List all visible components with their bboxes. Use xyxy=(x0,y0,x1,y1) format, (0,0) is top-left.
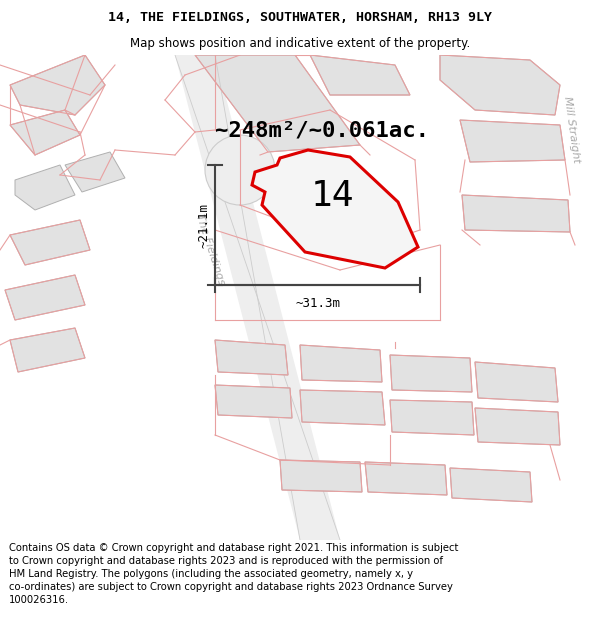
Polygon shape xyxy=(475,362,558,402)
Text: ~21.1m: ~21.1m xyxy=(197,202,210,248)
Text: ~248m²/~0.061ac.: ~248m²/~0.061ac. xyxy=(215,120,429,140)
Polygon shape xyxy=(365,462,447,495)
Circle shape xyxy=(205,135,275,205)
Polygon shape xyxy=(10,220,90,265)
Text: 14, THE FIELDINGS, SOUTHWATER, HORSHAM, RH13 9LY: 14, THE FIELDINGS, SOUTHWATER, HORSHAM, … xyxy=(108,11,492,24)
Polygon shape xyxy=(215,340,288,375)
Polygon shape xyxy=(300,345,382,382)
Polygon shape xyxy=(15,165,75,210)
Polygon shape xyxy=(390,355,472,392)
Polygon shape xyxy=(450,468,532,502)
Text: The Fieldings: The Fieldings xyxy=(194,213,226,287)
Text: 14: 14 xyxy=(311,179,355,213)
Polygon shape xyxy=(10,110,80,155)
Polygon shape xyxy=(300,390,385,425)
Polygon shape xyxy=(460,120,565,162)
Polygon shape xyxy=(195,55,360,152)
Polygon shape xyxy=(475,408,560,445)
Polygon shape xyxy=(5,275,85,320)
Polygon shape xyxy=(440,55,560,115)
Polygon shape xyxy=(10,55,105,115)
Polygon shape xyxy=(252,150,418,268)
Polygon shape xyxy=(280,460,362,492)
Polygon shape xyxy=(65,152,125,192)
Polygon shape xyxy=(310,55,410,95)
Polygon shape xyxy=(10,328,85,372)
Polygon shape xyxy=(215,385,292,418)
Text: ~31.3m: ~31.3m xyxy=(295,297,340,310)
Text: Mill Straight: Mill Straight xyxy=(562,96,581,164)
Polygon shape xyxy=(175,55,340,540)
Text: Contains OS data © Crown copyright and database right 2021. This information is : Contains OS data © Crown copyright and d… xyxy=(9,542,458,606)
Polygon shape xyxy=(390,400,474,435)
Text: Map shows position and indicative extent of the property.: Map shows position and indicative extent… xyxy=(130,38,470,51)
Polygon shape xyxy=(462,195,570,232)
